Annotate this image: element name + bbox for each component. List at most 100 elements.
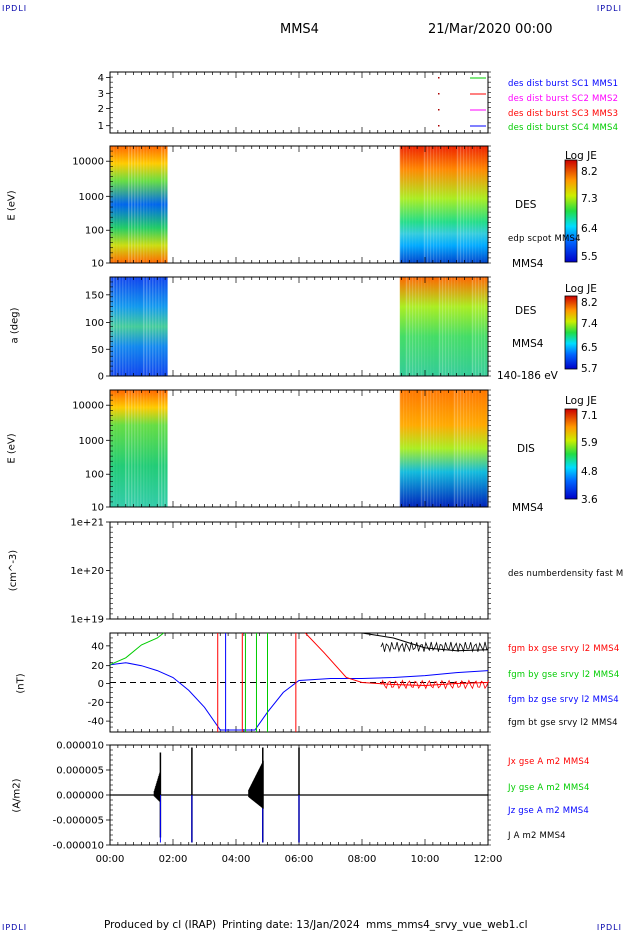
heatmap-stripe — [164, 390, 166, 507]
y-tick-label: -0.000005 — [53, 816, 104, 827]
y-tick-label: 0.000000 — [56, 791, 104, 802]
heatmap-stripe — [399, 146, 402, 263]
dis-energy-sc-label: MMS4 — [512, 502, 544, 514]
heatmap-stripe — [149, 390, 151, 507]
heatmap-stripe — [146, 390, 148, 507]
heatmap-stripe — [435, 146, 438, 263]
heatmap-stripe — [167, 277, 169, 376]
heatmap-stripe — [432, 146, 435, 263]
heatmap-stripe — [471, 277, 474, 376]
heatmap-stripe — [426, 146, 429, 263]
x-tick-label: 06:00 — [285, 854, 314, 865]
heatmap-stripe — [167, 390, 169, 507]
des-pitch-label: DES — [515, 305, 537, 317]
fgm-legend-bx: fgm bx gse srvy l2 MMS4 — [508, 644, 620, 654]
heatmap-stripe — [426, 277, 429, 376]
heatmap-stripe — [399, 390, 402, 507]
heatmap-stripe — [146, 277, 148, 376]
heatmap-stripe — [414, 277, 417, 376]
heatmap-stripe — [152, 146, 154, 263]
des-energy-cbar-tick: 8.2 — [581, 166, 598, 178]
current-legend-jz: Jz gse A m2 MMS4 — [508, 806, 590, 816]
des-pitch-sc-label: MMS4 — [512, 338, 544, 350]
heatmap-stripe — [411, 390, 414, 507]
y-tick-label: 40 — [91, 641, 104, 652]
des-energy-label: DES — [515, 199, 537, 211]
heatmap-stripe — [420, 277, 423, 376]
y-tick-label: 0 — [98, 679, 104, 690]
dis-energy-cbar-tick: 3.6 — [581, 494, 598, 506]
heatmap-stripe — [459, 390, 462, 507]
heatmap-stripe — [164, 277, 166, 376]
heatmap-stripe — [418, 146, 420, 263]
corner-label-top-right: IPDLI — [596, 4, 622, 13]
heatmap-stripe — [438, 146, 441, 263]
heatmap-block — [110, 146, 168, 263]
y-tick-label: 0.000010 — [56, 741, 104, 752]
heatmap-stripe — [408, 390, 411, 507]
fgm-series-by — [109, 632, 164, 666]
heatmap-stripe — [477, 146, 480, 263]
heatmap-stripe — [453, 390, 456, 507]
y-tick-label: 1e+19 — [70, 615, 104, 626]
heatmap-stripe — [447, 146, 450, 263]
y-tick-label: 1e+20 — [70, 566, 104, 577]
heatmap-stripe — [131, 390, 133, 507]
dis-energy-ylabel: E (eV) — [6, 433, 18, 464]
heatmap-stripe — [459, 277, 462, 376]
heatmap-stripe — [441, 277, 444, 376]
heatmap-stripe — [471, 390, 474, 507]
x-tick-label: 02:00 — [159, 854, 188, 865]
fgm-bx-noise — [380, 679, 489, 690]
heatmap-block — [399, 390, 488, 507]
heatmap-stripe — [448, 390, 450, 507]
y-tick-label: -0.000010 — [53, 841, 104, 852]
heatmap-stripe — [122, 146, 124, 263]
heatmap-stripe — [158, 277, 160, 376]
date-title: 21/Mar/2020 00:00 — [428, 22, 553, 37]
heatmap-stripe — [402, 146, 405, 263]
heatmap-stripe — [131, 146, 133, 263]
heatmap-stripe — [137, 146, 139, 263]
heatmap-stripe — [453, 277, 456, 376]
des-pitch-cbar-tick: 8.2 — [581, 297, 598, 309]
dis-energy-cbar-title: Log JE — [565, 395, 597, 407]
y-tick-label: 20 — [91, 661, 104, 672]
corner-label-bottom-left: IPDLI — [2, 923, 28, 932]
heatmap-stripe — [143, 146, 145, 263]
heatmap-stripe — [125, 390, 127, 507]
heatmap-stripe — [167, 146, 169, 263]
heatmap-stripe — [432, 390, 435, 507]
heatmap-stripe — [134, 146, 136, 263]
corner-label-top-left: IPDLI — [2, 4, 28, 13]
heatmap-stripe — [128, 146, 130, 263]
des-pitch-ylabel: a (deg) — [9, 307, 21, 344]
heatmap-stripe — [164, 146, 166, 263]
heatmap-stripe — [116, 277, 118, 376]
heatmap-stripe — [484, 146, 486, 263]
density-ylabel: (cm^-3) — [8, 549, 20, 592]
current-legend-jx: Jx gse A m2 MMS4 — [508, 757, 590, 767]
heatmap-stripe — [465, 146, 468, 263]
heatmap-stripe — [143, 390, 145, 507]
availability-point — [438, 77, 440, 79]
heatmap-stripe — [456, 390, 459, 507]
y-tick-label: 100 — [85, 470, 104, 481]
heatmap-stripe — [116, 146, 118, 263]
heatmap-stripe — [444, 390, 447, 507]
y-tick-label: 1 — [98, 121, 104, 132]
density-legend: des numberdensity fast M — [508, 569, 624, 579]
heatmap-stripe — [429, 146, 432, 263]
heatmap-stripe — [405, 146, 408, 263]
heatmap-stripe — [408, 277, 411, 376]
y-tick-label: 50 — [91, 345, 104, 356]
x-tick-label: 00:00 — [96, 854, 125, 865]
heatmap-stripe — [480, 277, 483, 376]
heatmap-stripe — [134, 390, 136, 507]
heatmap-stripe — [161, 390, 163, 507]
heatmap-block — [399, 146, 488, 263]
legend-mms1: des dist burst SC1 MMS1 — [508, 79, 619, 89]
heatmap-stripe — [462, 390, 465, 507]
fgm-legend-bz: fgm bz gse srvy l2 MMS4 — [508, 695, 619, 705]
y-tick-label: 1000 — [79, 436, 104, 447]
